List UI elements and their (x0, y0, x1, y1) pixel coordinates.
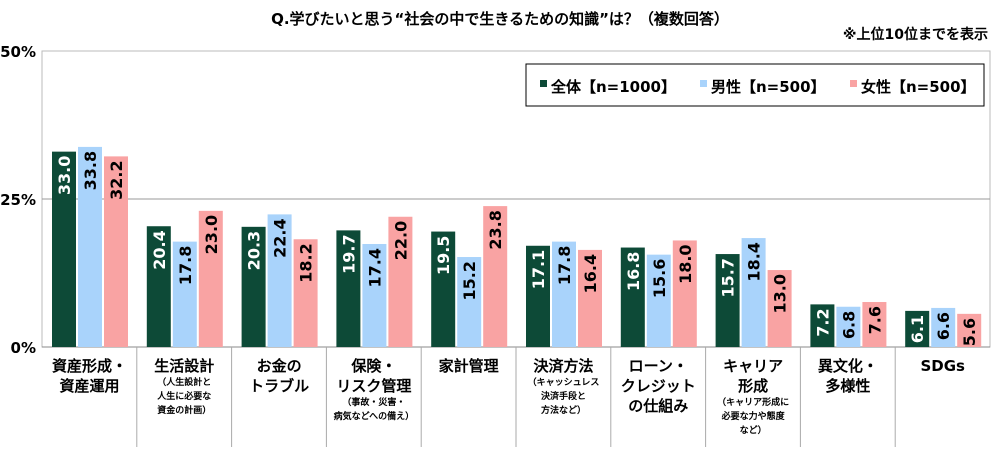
chart-title: Q.学びたいと思う“社会の中で生きるための知識”は？（複数回答） (271, 10, 729, 28)
bar (905, 310, 930, 347)
x-category-label: 異文化・ 多様性 (800, 356, 895, 396)
category-main: 保険・ リスク管理 (336, 357, 412, 395)
data-label: 17.1 (529, 250, 548, 289)
bar (241, 226, 266, 347)
x-category-label: 決済方法 （キャッシュレス 決済手段と 方法など） (516, 356, 611, 418)
x-category-label: ローン・ クレジット の仕組み (611, 356, 706, 416)
category-main: キャリア 形成 (723, 357, 784, 395)
data-label: 22.0 (391, 221, 410, 260)
category-sub: （事故・災害・ 病気などへの備え） (333, 398, 415, 422)
legend-label: 女性【n=500】 (861, 78, 976, 96)
bar (336, 230, 361, 347)
data-label: 7.2 (813, 308, 832, 336)
data-label: 15.6 (650, 259, 669, 298)
data-label: 16.4 (581, 254, 600, 293)
data-label: 6.1 (908, 315, 927, 343)
category-main: SDGs (920, 357, 965, 375)
data-label: 6.8 (839, 311, 858, 339)
bar (715, 254, 740, 347)
bar (104, 156, 128, 347)
data-label: 20.3 (245, 231, 264, 270)
data-label: 23.0 (202, 215, 221, 254)
legend-label: 全体【n=1000】 (550, 78, 676, 96)
chart-note: ※上位10位までを表示 (842, 27, 988, 43)
bar (457, 257, 482, 347)
data-label: 23.8 (486, 210, 505, 249)
bar (931, 307, 956, 347)
data-label: 16.8 (624, 252, 643, 291)
bar (810, 304, 835, 347)
data-label: 15.2 (460, 261, 479, 300)
x-category-label: SDGs (895, 356, 990, 376)
bar (267, 214, 292, 347)
legend-swatch (850, 80, 857, 87)
category-sub: （キャリア形成に 必要な力や態度 など） (717, 398, 790, 436)
legend (525, 63, 985, 107)
data-label: 22.4 (271, 218, 290, 257)
bar (172, 241, 197, 347)
data-label: 33.0 (55, 156, 74, 195)
x-category-label: キャリア 形成 （キャリア形成に 必要な力や態度 など） (706, 356, 801, 438)
bar (431, 231, 456, 347)
data-label: 18.0 (676, 244, 695, 283)
y-tick-label: 25% (0, 191, 36, 209)
data-label: 20.4 (150, 230, 169, 269)
category-main: ローン・ クレジット の仕組み (620, 357, 696, 415)
bar (146, 226, 171, 347)
data-label: 19.5 (434, 236, 453, 275)
bar (362, 243, 387, 347)
bar (741, 238, 766, 347)
category-sub: （キャッシュレス 決済手段と 方法など） (527, 378, 600, 416)
data-label: 33.8 (81, 151, 100, 190)
bar (957, 313, 982, 347)
bar (198, 210, 223, 347)
data-label: 18.2 (297, 243, 316, 282)
data-label: 17.8 (176, 246, 195, 285)
legend-swatch (700, 80, 707, 87)
data-label: 5.6 (960, 318, 979, 346)
category-main: 生活設計 (154, 357, 215, 375)
data-label: 19.7 (339, 234, 358, 273)
bar (52, 151, 76, 347)
bar (552, 241, 576, 347)
data-label: 15.7 (719, 258, 738, 297)
category-main: 異文化・ 多様性 (817, 357, 878, 395)
bar (483, 206, 508, 347)
category-main: 家計管理 (438, 357, 499, 375)
legend-swatch (540, 80, 547, 87)
bar (620, 247, 645, 347)
x-category-label: 資産形成・ 資産運用 (42, 356, 137, 396)
bar (526, 245, 550, 347)
x-category-label: お金の トラブル (232, 356, 327, 396)
category-sub: （人生設計と 人生に必要な 資金の計画） (157, 378, 212, 416)
category-main: 決済方法 (533, 357, 594, 375)
y-tick-label: 50% (0, 43, 36, 61)
x-category-label: 保険・ リスク管理 （事故・災害・ 病気などへの備え） (326, 356, 421, 424)
category-main: 資産形成・ 資産運用 (51, 357, 127, 395)
bar (388, 216, 413, 347)
data-label: 17.4 (365, 248, 384, 287)
data-label: 17.8 (555, 246, 574, 285)
legend-label: 男性【n=500】 (711, 78, 826, 96)
y-tick-label: 0% (11, 339, 36, 357)
bar (836, 306, 861, 347)
x-category-label: 家計管理 (421, 356, 516, 376)
bar (672, 240, 697, 347)
x-category-label: 生活設計 （人生設計と 人生に必要な 資金の計画） (137, 356, 232, 418)
bar (78, 146, 102, 347)
data-label: 6.6 (934, 312, 953, 340)
data-label: 13.0 (771, 274, 790, 313)
category-main: お金の トラブル (249, 357, 310, 395)
data-label: 18.4 (745, 242, 764, 281)
bar (293, 239, 318, 347)
data-label: 7.6 (865, 306, 884, 334)
bar (578, 249, 602, 347)
bar (646, 254, 671, 347)
bar (862, 302, 887, 347)
data-label: 32.2 (107, 160, 126, 199)
bar (767, 270, 792, 347)
